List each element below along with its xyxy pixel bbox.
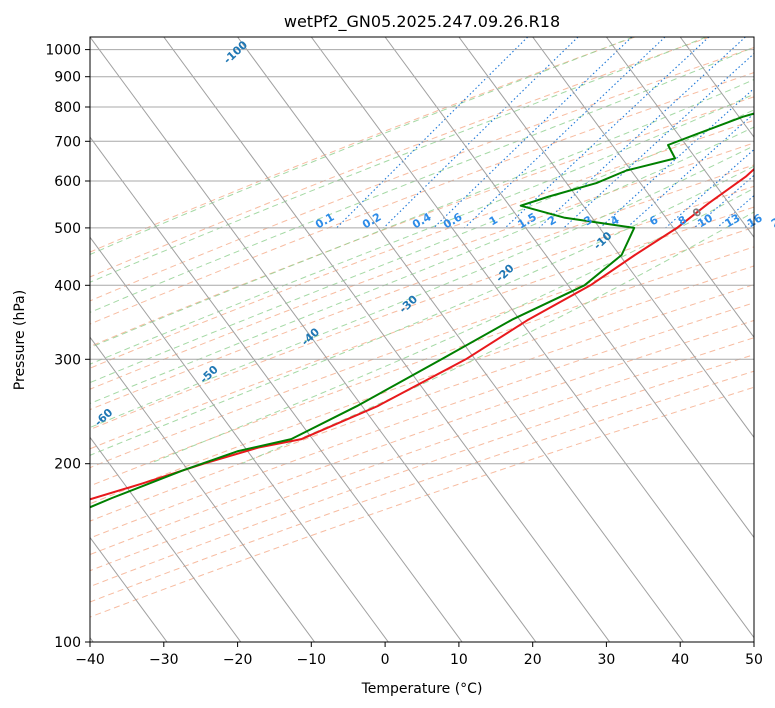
moist-adiabat — [90, 37, 707, 283]
moist-adiabat — [90, 79, 754, 349]
x-tick-label: 0 — [381, 652, 390, 668]
x-axis-label: Temperature (°C) — [361, 681, 483, 697]
y-tick-label: 800 — [54, 100, 81, 116]
dry-adiabat — [90, 185, 754, 431]
moist-adiabat — [90, 165, 754, 456]
y-tick-label: 100 — [54, 635, 81, 651]
isotherm — [605, 37, 754, 239]
y-tick-label: 600 — [54, 174, 81, 190]
dry-adiabat — [90, 370, 754, 603]
x-tick-label: −10 — [297, 652, 327, 668]
dewpoint-profile — [90, 112, 754, 509]
dry-adiabat — [90, 337, 754, 572]
x-tick-label: 30 — [597, 652, 615, 668]
isotherm — [90, 536, 168, 642]
profiles — [90, 112, 754, 509]
dry-adiabat — [90, 284, 754, 522]
isotherm — [90, 236, 389, 642]
y-tick-label: 900 — [54, 70, 81, 86]
dry-adiabat — [90, 72, 754, 325]
moist-adiabat — [90, 37, 634, 255]
moist-adiabat — [149, 187, 754, 465]
x-tick-label: 20 — [524, 652, 542, 668]
background-overlays — [90, 37, 754, 618]
isotherm — [310, 37, 754, 639]
isotherm — [384, 37, 754, 539]
moist-adiabat — [90, 145, 754, 429]
x-tick-label: −40 — [75, 652, 105, 668]
mixing-ratio-line — [504, 37, 710, 229]
isotherm — [90, 37, 537, 642]
mixing-ratio-line — [336, 37, 529, 229]
isotherm — [90, 436, 242, 642]
y-tick-label: 300 — [54, 352, 81, 368]
plot-frame — [89, 36, 755, 643]
dry-adiabat — [90, 37, 710, 278]
x-tick-label: 10 — [450, 652, 468, 668]
x-tick-label: −30 — [149, 652, 179, 668]
chart-title: wetPf2_GN05.2025.247.09.26.R18 — [284, 12, 560, 32]
dry-adiabat — [90, 386, 754, 618]
temperature-profile — [90, 167, 754, 501]
dry-adiabat — [90, 246, 754, 487]
mixing-ratio-line — [433, 37, 633, 229]
mixing-ratio-line — [563, 52, 754, 229]
y-tick-label: 200 — [54, 457, 81, 473]
isotherm — [90, 336, 316, 642]
y-tick-label: 1000 — [45, 43, 81, 59]
x-tick-label: 40 — [671, 652, 689, 668]
y-tick-label: 500 — [54, 221, 81, 237]
dry-adiabat — [90, 164, 754, 411]
isotherm — [237, 37, 684, 642]
mixing-ratio-line — [599, 87, 754, 229]
moist-adiabat — [90, 126, 754, 405]
isotherm — [458, 37, 754, 439]
moist-adiabat — [90, 93, 754, 365]
y-tick-label: 700 — [54, 134, 81, 150]
moist-adiabat — [241, 211, 754, 465]
y-tick-label: 400 — [54, 278, 81, 294]
x-tick-label: 50 — [745, 652, 763, 668]
y-axis-label: Pressure (hPa) — [12, 290, 28, 390]
isotherm — [90, 136, 463, 642]
isotherm — [532, 37, 754, 339]
dry-adiabat — [90, 226, 754, 469]
dry-adiabat — [90, 46, 754, 302]
dry-adiabat — [90, 37, 635, 253]
ticks: −40 −30 −20 −10 0 10 20 30 40 50 100 200 300 400 500 60… — [45, 43, 763, 668]
mixing-ratio-label: 20 — [769, 211, 775, 230]
dry-adiabat — [90, 96, 754, 348]
grid — [90, 37, 754, 642]
moist-adiabat — [90, 46, 754, 313]
x-tick-label: −20 — [223, 652, 253, 668]
isotherm — [163, 37, 611, 642]
dry-adiabat — [90, 302, 754, 539]
